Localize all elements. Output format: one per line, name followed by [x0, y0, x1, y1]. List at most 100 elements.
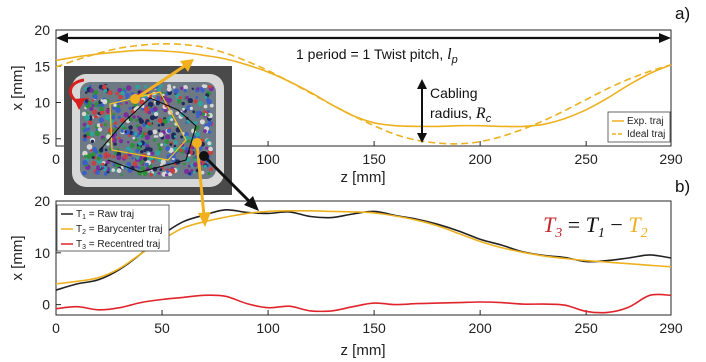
- inset-strand-dot: [167, 90, 172, 96]
- inset-strand-dot: [196, 110, 201, 116]
- inset-strand-dot: [113, 103, 117, 107]
- legend-t3-text: = Recentred traj: [86, 239, 160, 250]
- barycenter-arrow: [134, 63, 187, 101]
- inset-strand-dot: [143, 148, 147, 153]
- inset-strand-dot: [120, 173, 123, 177]
- inset-strand-dot: [195, 131, 200, 137]
- inset-strand-dot: [128, 106, 132, 110]
- barycenter-arrowhead: [180, 59, 194, 72]
- inset-strand-dot: [166, 98, 172, 103]
- inset-strand-dot: [165, 134, 171, 140]
- inset-strand-dot: [116, 168, 122, 174]
- twist-pitch-arrowhead-left: [56, 33, 68, 43]
- inset-strand-dot: [203, 104, 208, 109]
- inset-strand-dot: [150, 151, 155, 156]
- panel-a-y-tick-label: 5: [42, 131, 50, 147]
- inset-strand-dot: [170, 153, 176, 159]
- inset-strand-dot: [91, 161, 97, 166]
- inset-strand-dot: [207, 130, 212, 134]
- inset-strand-dot: [124, 130, 127, 134]
- inset-strand-dot: [192, 110, 196, 114]
- inset-strand-dot: [107, 90, 113, 96]
- cabling-radius-subscript: c: [486, 113, 492, 125]
- panel-b-x-tick-label: 290: [659, 320, 683, 336]
- inset-strand-dot: [193, 99, 198, 104]
- panel-a-y-tick-label: 20: [34, 22, 50, 38]
- inset-strand-dot: [191, 87, 194, 91]
- inset-strand-dot: [206, 99, 212, 105]
- inset-strand-dot: [101, 162, 105, 166]
- inset-strand-dot: [82, 150, 88, 157]
- inset-strand-dot: [191, 146, 195, 150]
- panel-b-legend-box: [56, 204, 170, 252]
- inset-strand-dot: [132, 115, 136, 119]
- inset-strand-dot: [89, 106, 94, 111]
- inset-strand-dot: [209, 103, 214, 108]
- inset-strand-dot: [162, 118, 168, 124]
- inset-strand-dot: [180, 135, 184, 139]
- strand-arrowhead-black: [244, 196, 259, 211]
- inset-strands: [81, 83, 214, 177]
- inset-strand-dot: [207, 141, 212, 146]
- inset-strand-dot: [201, 112, 206, 116]
- inset-strand-dot: [208, 146, 213, 152]
- legend-t3-subscript: 3: [82, 244, 86, 251]
- panel-b-legend: T1 = Raw traj T2 = Barycenter traj T3 = …: [56, 204, 170, 252]
- inset-strand-dot: [144, 132, 147, 136]
- inset-strand-dot: [177, 99, 182, 104]
- inset-strand-dot: [104, 114, 111, 121]
- inset-strand-dot: [120, 123, 124, 128]
- inset-strand-dot: [113, 121, 118, 125]
- inset-strand-dot: [82, 129, 87, 133]
- inset-strand-dot: [182, 146, 186, 150]
- panel-b-series-3-line: [55, 293, 672, 314]
- equation-equals: =: [562, 212, 585, 237]
- panel-a-series-2-line: [55, 42, 672, 145]
- inset-strand-dot: [124, 126, 127, 130]
- strand-arrow-black: [202, 154, 253, 205]
- inset-strand-dot: [194, 121, 198, 124]
- panel-b-x-tick-label: 250: [574, 320, 598, 336]
- equation-lhs: T: [543, 212, 557, 237]
- inset-strand-dot: [115, 91, 119, 96]
- inset-strand-dot: [170, 168, 176, 174]
- inset-strand-dot: [82, 170, 87, 176]
- inset-strand-dot: [205, 146, 209, 150]
- inset-strand-dot: [183, 88, 187, 93]
- inset-strand-dot: [166, 86, 172, 92]
- panel-a-axes-box: [55, 29, 672, 147]
- panel-b-y-ticks: 0 10 20: [34, 193, 61, 313]
- equation-a-sub: 1: [598, 226, 605, 241]
- inset-strand-dot: [86, 153, 93, 159]
- inset-strand-dot: [203, 164, 207, 169]
- inset-strand-dot: [204, 95, 208, 99]
- inset-strand-dot: [189, 169, 194, 173]
- inset-strand-dot: [192, 162, 198, 167]
- panel-b-x-tick-label: 150: [362, 320, 386, 336]
- twist-pitch-subscript: p: [451, 54, 458, 66]
- inset-strand-dot: [91, 156, 95, 159]
- legend-t2-symbol: T: [76, 224, 82, 235]
- inset-strand-dot: [207, 114, 210, 117]
- inset-strand-dot: [112, 106, 116, 110]
- inset-strand-dot: [138, 136, 142, 140]
- cabling-radius-label-line1: Cabling: [430, 85, 477, 101]
- inset-strand-dot: [92, 94, 98, 100]
- panel-b-x-tick-label: 200: [468, 320, 492, 336]
- inset-strand-dot: [118, 94, 123, 100]
- inset-strand-dot: [99, 123, 103, 127]
- inset-strand-dot: [192, 171, 196, 174]
- inset-strand-dot: [144, 134, 151, 141]
- inset-strand-dot: [102, 84, 108, 90]
- inset-strand-dot: [166, 128, 172, 133]
- inset-strand-dot: [117, 115, 122, 120]
- inset-strand-dot: [131, 156, 134, 160]
- cabling-radius-symbol: R: [475, 105, 486, 122]
- inset-strand-dot: [82, 122, 87, 127]
- inset-strand-dot: [156, 135, 159, 138]
- inset-strand-dot: [117, 87, 123, 93]
- inset-strand-dot: [197, 100, 203, 107]
- inset-strand-dot: [187, 164, 191, 168]
- inset-strand-dot: [116, 148, 119, 151]
- inset-strand-dot: [135, 156, 140, 160]
